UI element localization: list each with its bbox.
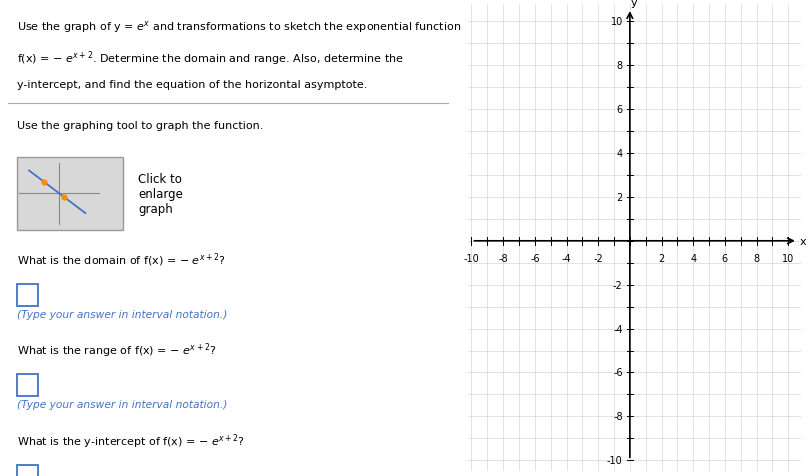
Text: -8: -8 (498, 253, 508, 263)
FancyBboxPatch shape (17, 375, 38, 397)
Text: What is the range of f(x) = $-\ e^{x+2}$?: What is the range of f(x) = $-\ e^{x+2}$… (17, 341, 217, 360)
Text: 10: 10 (782, 253, 794, 263)
Text: 6: 6 (616, 105, 623, 115)
FancyBboxPatch shape (17, 465, 38, 476)
Text: y: y (630, 0, 637, 8)
Text: x: x (800, 236, 807, 246)
Text: Use the graph of y = $e^x$ and transformations to sketch the exponential functio: Use the graph of y = $e^x$ and transform… (17, 19, 461, 35)
Text: (Type your answer in interval notation.): (Type your answer in interval notation.) (17, 309, 227, 319)
Text: (Type your answer in interval notation.): (Type your answer in interval notation.) (17, 399, 227, 409)
Text: What is the y-intercept of f(x) = $-\ e^{x+2}$?: What is the y-intercept of f(x) = $-\ e^… (17, 431, 245, 450)
FancyBboxPatch shape (17, 285, 38, 307)
Text: Click to
enlarge
graph: Click to enlarge graph (138, 172, 183, 215)
Text: -4: -4 (613, 324, 623, 334)
Text: -2: -2 (593, 253, 603, 263)
Text: -2: -2 (613, 280, 623, 290)
Text: -6: -6 (530, 253, 540, 263)
Text: What is the domain of f(x) = $-\ e^{x+2}$?: What is the domain of f(x) = $-\ e^{x+2}… (17, 251, 226, 268)
FancyBboxPatch shape (17, 158, 123, 230)
Text: -8: -8 (613, 411, 623, 421)
Text: f(x) = $-\ e^{x+2}$. Determine the domain and range. Also, determine the: f(x) = $-\ e^{x+2}$. Determine the domai… (17, 50, 404, 68)
Text: -4: -4 (561, 253, 571, 263)
Text: 2: 2 (659, 253, 665, 263)
Text: -10: -10 (464, 253, 480, 263)
Text: 4: 4 (690, 253, 697, 263)
Text: 4: 4 (616, 149, 623, 159)
Text: 10: 10 (611, 17, 623, 27)
Text: 2: 2 (616, 192, 623, 202)
Text: -6: -6 (613, 367, 623, 377)
Text: Use the graphing tool to graph the function.: Use the graphing tool to graph the funct… (17, 120, 263, 130)
Text: 8: 8 (616, 61, 623, 71)
Text: 8: 8 (753, 253, 760, 263)
Text: 6: 6 (722, 253, 728, 263)
Text: -10: -10 (607, 456, 623, 465)
Text: y-intercept, and find the equation of the horizontal asymptote.: y-intercept, and find the equation of th… (17, 80, 367, 90)
